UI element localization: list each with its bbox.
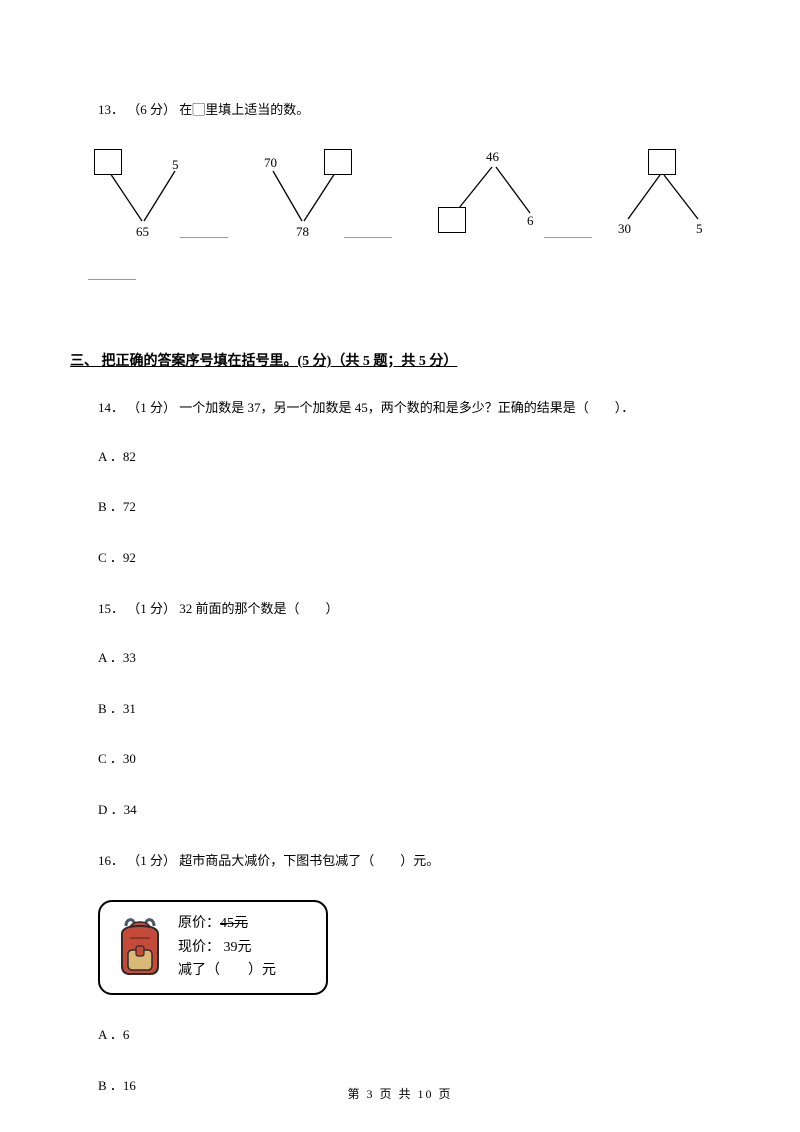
q13-stem: 13． （6 分） 在▢里填上适当的数。 [70,100,730,121]
q13-d2-lines [240,149,390,239]
d2-top-left: 70 [264,155,277,171]
price-line1-label: 原价： [178,916,220,931]
q16-option-a[interactable]: A ．6 [70,1025,730,1046]
q13-text: 在▢里填上适当的数。 [179,102,309,117]
d4-bottom-right: 5 [696,221,703,237]
q14-number: 14． [98,400,124,415]
fill-box[interactable] [324,149,352,175]
answer-blank[interactable] [88,279,136,280]
price-line1: 原价：45元 [178,912,276,936]
d1-top-right: 5 [172,157,179,173]
answer-blank[interactable] [180,237,228,238]
d3-bottom-right: 6 [527,213,534,229]
q14-option-b[interactable]: B ．72 [70,497,730,518]
q14-option-a[interactable]: A ．82 [70,447,730,468]
q14-stem: 14． （1 分） 一个加数是 37，另一个加数是 45，两个数的和是多少？正确… [70,398,730,419]
page-footer: 第 3 页 共 10 页 [0,1085,800,1102]
q15-option-b[interactable]: B ．31 [70,699,730,720]
q13-diagram-4: 30 5 [600,149,730,239]
q13-diagram-3: 46 6 [410,149,580,239]
q16-stem: 16． （1 分） 超市商品大减价，下图书包减了（ ）元。 [70,851,730,872]
q15-option-d[interactable]: D ．34 [70,800,730,821]
q16-number: 16． [98,853,124,868]
q13-diagram-2: 70 78 [240,149,390,239]
q13-number: 13． [98,102,124,117]
q14-text: 一个加数是 37，另一个加数是 45，两个数的和是多少？正确的结果是（ ）． [179,400,634,415]
price-line1-value: 45元 [220,916,248,931]
fill-box[interactable] [94,149,122,175]
q15-stem: 15． （1 分） 32 前面的那个数是（ ） [70,599,730,620]
answer-blank[interactable] [544,237,592,238]
q14-points: （1 分） [127,400,176,415]
q15-text: 32 前面的那个数是（ ） [179,601,338,616]
d2-bottom: 78 [296,224,309,240]
q16-price-box: 原价：45元 现价： 39元 减了（ ）元 [98,900,328,995]
price-line3: 减了（ ）元 [178,959,276,983]
price-line2: 现价： 39元 [178,936,276,960]
answer-blank[interactable] [344,237,392,238]
q13-diagrams: 5 65 70 78 46 6 30 5 [80,149,730,239]
q14-option-c[interactable]: C ．92 [70,548,730,569]
backpack-icon [112,916,168,978]
d3-top: 46 [486,149,499,165]
q15-number: 15． [98,601,124,616]
q13-points: （6 分） [127,102,176,117]
d1-bottom: 65 [136,224,149,240]
q15-points: （1 分） [127,601,176,616]
q13-diagram-1: 5 65 [80,149,220,239]
q15-option-a[interactable]: A ．33 [70,648,730,669]
fill-box[interactable] [438,207,466,233]
d4-bottom-left: 30 [618,221,631,237]
section3-heading: 三、 把正确的答案序号填在括号里。(5 分)（共 5 题；共 5 分） [70,350,730,370]
fill-box[interactable] [648,149,676,175]
q16-text: 超市商品大减价，下图书包减了（ ）元。 [179,853,439,868]
q16-points: （1 分） [127,853,176,868]
q15-option-c[interactable]: C ．30 [70,749,730,770]
price-lines: 原价：45元 现价： 39元 减了（ ）元 [178,912,276,983]
